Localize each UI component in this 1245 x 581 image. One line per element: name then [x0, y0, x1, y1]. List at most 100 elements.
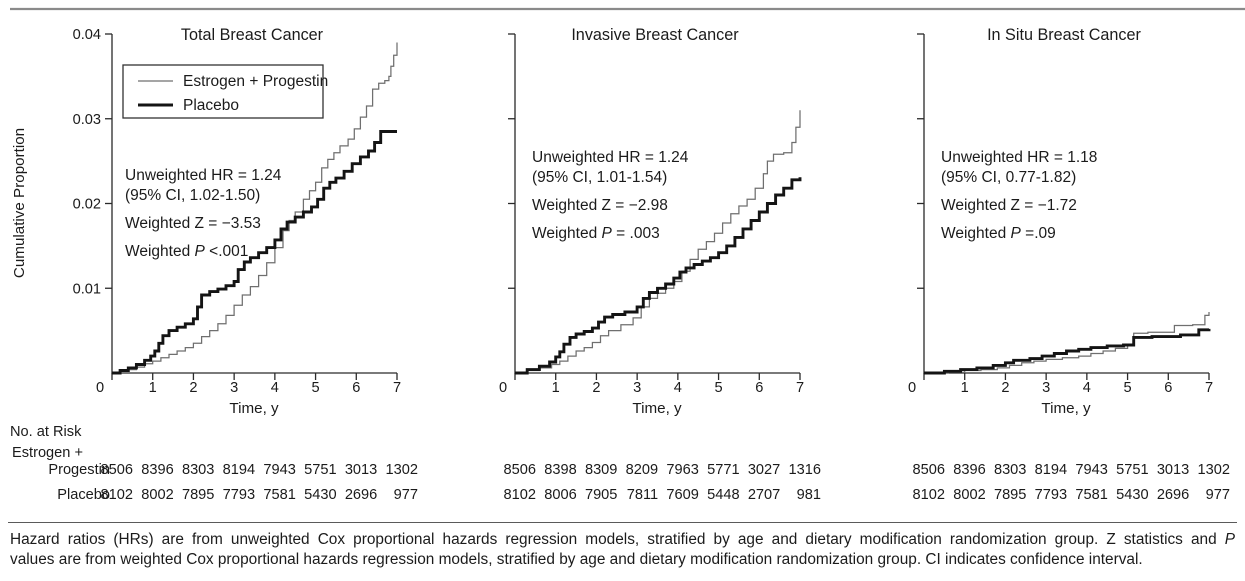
risk-value-placebo: 7609 — [666, 487, 698, 503]
placebo-curve — [515, 177, 802, 375]
placebo-curve — [112, 130, 397, 375]
risk-value-placebo: 7581 — [1075, 487, 1107, 503]
x-tick-label: 2 — [592, 380, 600, 396]
estrogen-progestin-curve — [112, 42, 398, 374]
x-tick-label: 1 — [149, 380, 157, 396]
y-tick-label: 0.04 — [73, 27, 101, 43]
annotation-line: Weighted P = .003 — [532, 225, 660, 242]
risk-value-placebo: 8006 — [544, 487, 576, 503]
x-tick-label: 3 — [230, 380, 238, 396]
risk-value-estrogen-progestin: 8506 — [504, 462, 536, 478]
risk-value-estrogen-progestin: 7943 — [1075, 462, 1107, 478]
legend-label-estrogen-progestin: Estrogen + Progestin — [183, 73, 328, 90]
risk-value-estrogen-progestin: 8309 — [585, 462, 617, 478]
risk-value-placebo: 7905 — [585, 487, 617, 503]
risk-value-placebo: 8002 — [141, 487, 173, 503]
x-axis-title: Time, y — [632, 400, 682, 417]
risk-value-estrogen-progestin: 8506 — [913, 462, 945, 478]
risk-value-placebo: 8102 — [913, 487, 945, 503]
annotation-line: (95% CI, 1.01-1.54) — [532, 169, 667, 186]
x-tick-label: 5 — [715, 380, 723, 396]
risk-value-placebo: 2696 — [1157, 487, 1189, 503]
panel-title: In Situ Breast Cancer — [987, 26, 1141, 44]
annotation-line: Weighted Z = −3.53 — [125, 215, 261, 232]
x-tick-label: 7 — [796, 380, 804, 396]
x-tick-label: 6 — [1164, 380, 1172, 396]
risk-value-placebo: 5430 — [304, 487, 336, 503]
annotation-line: Unweighted HR = 1.24 — [125, 167, 282, 184]
x-tick-label: 3 — [633, 380, 641, 396]
risk-row-label-placebo: Placebo — [57, 487, 110, 503]
risk-value-placebo: 5430 — [1116, 487, 1148, 503]
annotation-line: (95% CI, 0.77-1.82) — [941, 169, 1076, 186]
x-tick-label: 5 — [312, 380, 320, 396]
risk-value-estrogen-progestin: 7963 — [666, 462, 698, 478]
x-tick-label: 4 — [1083, 380, 1091, 396]
y-tick-label: 0.02 — [73, 197, 101, 213]
risk-value-estrogen-progestin: 8396 — [141, 462, 173, 478]
x-tick-label: 1 — [961, 380, 969, 396]
risk-value-placebo: 977 — [1206, 487, 1230, 503]
y-tick-label: 0.01 — [73, 281, 101, 297]
risk-value-estrogen-progestin: 8209 — [626, 462, 658, 478]
panel-total-breast-cancer: 0.01 0.02 0.03 0.04 0 1 2 3 4 5 6 7 Time, y Total Bre… — [73, 26, 418, 503]
km-curves-figure: Cumulative Proportion 0.01 0.02 0.03 0.04 0 1 2… — [10, 7, 1245, 503]
x-tick-label: 2 — [189, 380, 197, 396]
risk-value-placebo: 7793 — [1035, 487, 1067, 503]
risk-table-labels: No. at Risk Estrogen +Progestin Placebo — [10, 424, 110, 503]
caption-line-2: values are from weighted Cox proportiona… — [10, 550, 1143, 568]
annotation-line: Weighted Z = −2.98 — [532, 197, 668, 214]
x-axis-title: Time, y — [229, 400, 279, 417]
risk-value-estrogen-progestin: 1316 — [789, 462, 821, 478]
x-tick-label: 0 — [908, 380, 916, 396]
risk-value-placebo: 981 — [797, 487, 821, 503]
x-tick-label: 0 — [499, 380, 507, 396]
x-tick-label: 6 — [755, 380, 763, 396]
x-tick-label: 0 — [96, 380, 104, 396]
risk-value-estrogen-progestin: 1302 — [386, 462, 418, 478]
risk-value-estrogen-progestin: 8506 — [101, 462, 133, 478]
risk-value-placebo: 8002 — [953, 487, 985, 503]
x-tick-label: 7 — [393, 380, 401, 396]
risk-value-estrogen-progestin: 8303 — [182, 462, 214, 478]
x-axis-title: Time, y — [1041, 400, 1091, 417]
risk-value-estrogen-progestin: 1302 — [1198, 462, 1230, 478]
risk-value-estrogen-progestin: 7943 — [263, 462, 295, 478]
panel-in-situ-breast-cancer: 0 1 2 3 4 5 6 7 Time, y In Situ Breast Cancer Unwe… — [908, 26, 1230, 503]
risk-value-placebo: 2696 — [345, 487, 377, 503]
risk-value-estrogen-progestin: 8194 — [1035, 462, 1067, 478]
x-tick-label: 5 — [1124, 380, 1132, 396]
x-tick-label: 1 — [552, 380, 560, 396]
annotation-line: (95% CI, 1.02-1.50) — [125, 187, 260, 204]
risk-row-label-progestin: Progestin — [48, 462, 110, 478]
estrogen-progestin-curve — [924, 312, 1210, 374]
risk-value-placebo: 2707 — [748, 487, 780, 503]
risk-value-estrogen-progestin: 5751 — [304, 462, 336, 478]
annotation-line: Unweighted HR = 1.24 — [532, 149, 689, 166]
risk-value-estrogen-progestin: 5771 — [707, 462, 739, 478]
y-axis-title: Cumulative Proportion — [11, 128, 28, 278]
legend-label-placebo: Placebo — [183, 97, 239, 114]
legend-box — [122, 64, 324, 119]
x-tick-label: 4 — [674, 380, 682, 396]
risk-value-placebo: 7811 — [627, 487, 658, 503]
x-tick-label: 4 — [271, 380, 279, 396]
risk-value-estrogen-progestin: 8194 — [223, 462, 255, 478]
legend: Estrogen + Progestin Placebo — [122, 64, 328, 119]
panel-invasive-breast-cancer: 0 1 2 3 4 5 6 7 Time, y Invasive Breast Cancer Unw… — [499, 26, 821, 503]
risk-value-placebo: 7581 — [263, 487, 295, 503]
risk-value-placebo: 7793 — [223, 487, 255, 503]
risk-value-placebo: 8102 — [101, 487, 133, 503]
risk-value-placebo: 5448 — [707, 487, 739, 503]
risk-value-estrogen-progestin: 8398 — [544, 462, 576, 478]
annotation-line: Unweighted HR = 1.18 — [941, 149, 1097, 166]
risk-value-estrogen-progestin: 8303 — [994, 462, 1026, 478]
x-tick-label: 3 — [1042, 380, 1050, 396]
annotation-line: Weighted P <.001 — [125, 243, 248, 260]
panel-title: Total Breast Cancer — [181, 26, 324, 44]
x-tick-label: 7 — [1205, 380, 1213, 396]
y-tick-label: 0.03 — [73, 112, 101, 128]
risk-value-estrogen-progestin: 3013 — [345, 462, 377, 478]
x-tick-label: 2 — [1001, 380, 1009, 396]
